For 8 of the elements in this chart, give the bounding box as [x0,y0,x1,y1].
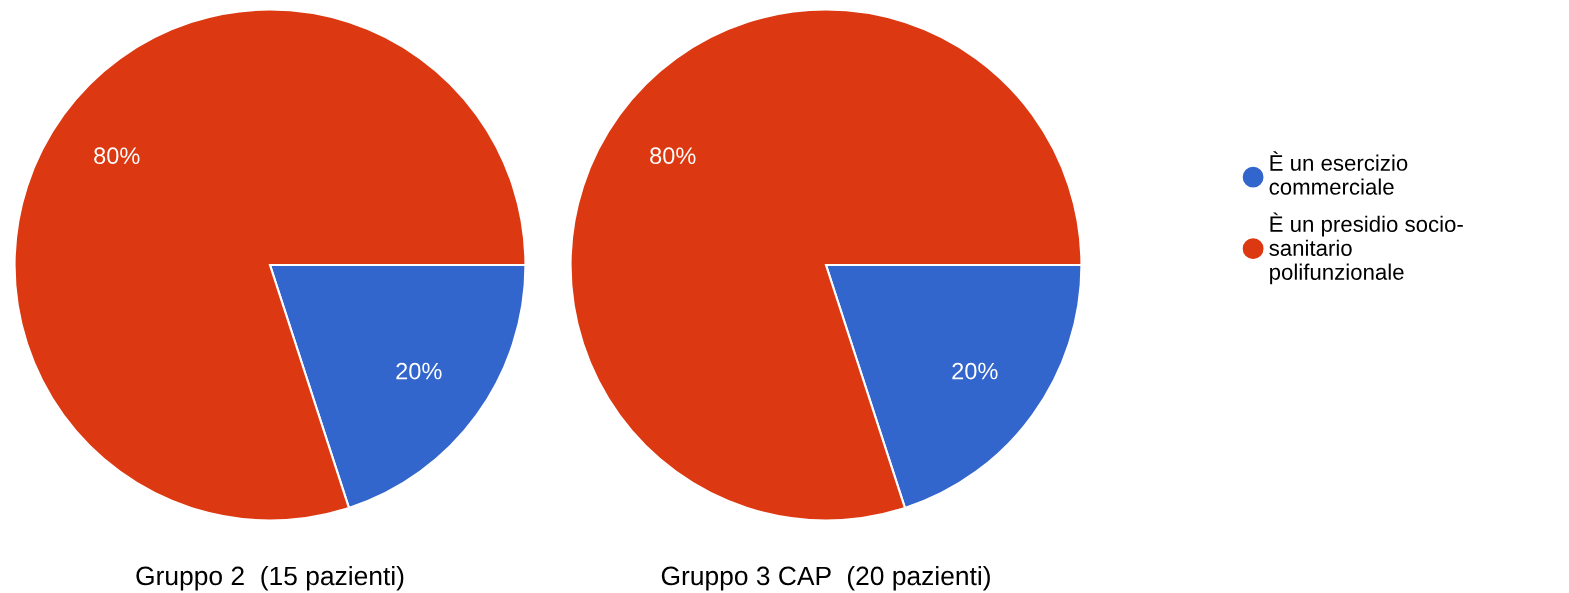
legend-label: È un presidio socio-sanitario polifunzionale [1269,212,1463,285]
data-label: 20% [952,362,998,380]
legend-label: È un esercizio commerciale [1269,151,1408,195]
data-label: 80% [650,147,696,165]
data-label: 80% [94,147,140,165]
text: Gruppo 3 CAP (20 pazienti) [661,565,990,591]
text: Gruppo 2 (15 pazienti) [136,565,404,591]
data-label: 20% [396,362,442,380]
